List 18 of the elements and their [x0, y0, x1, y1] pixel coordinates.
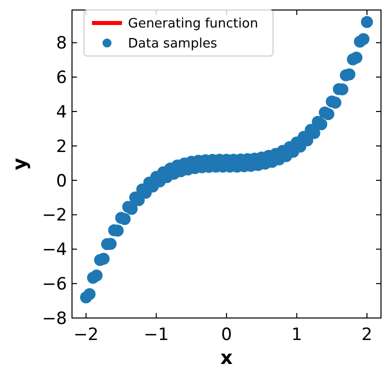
x-tick-label: 1 — [291, 325, 302, 345]
y-tick-label: −8 — [42, 308, 67, 329]
x-tick-label: −1 — [144, 325, 169, 345]
y-tick-label: 8 — [56, 34, 67, 54]
y-tick-label: 0 — [56, 171, 67, 192]
legend-label: Data samples — [128, 36, 218, 52]
y-tick-label: 6 — [56, 68, 67, 88]
y-tick-label: −4 — [42, 240, 67, 260]
x-tick-label: 0 — [221, 325, 232, 345]
x-tick-label: 2 — [362, 325, 372, 345]
legend-label: Generating function — [128, 16, 258, 32]
x-axis-title: x — [220, 347, 233, 369]
x-tick-label: −2 — [74, 325, 99, 345]
y-tick-label: −2 — [42, 206, 67, 226]
y-tick-label: 4 — [56, 102, 67, 122]
y-tick-label: −6 — [42, 274, 67, 295]
y-axis-title: y — [9, 157, 31, 170]
y-tick-label: 2 — [56, 136, 67, 157]
